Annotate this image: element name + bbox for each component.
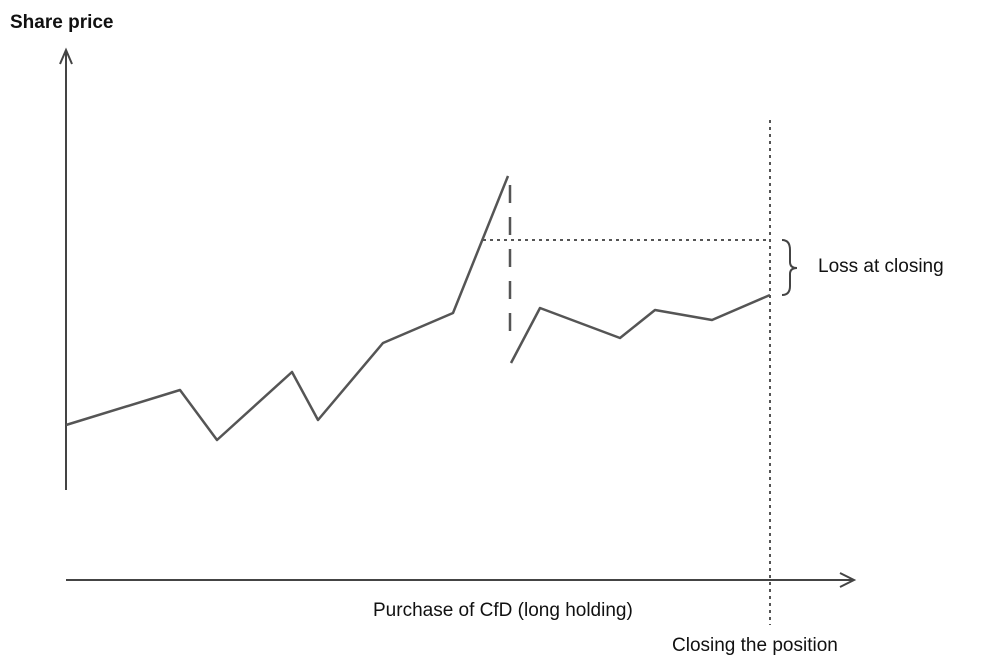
x-arrow [839,572,857,588]
price-before [65,175,510,442]
loss-label: Loss at closing [818,256,944,277]
price-after [509,293,771,364]
purchase-label: Purchase of CfD (long holding) [373,600,633,621]
loss-brace [781,239,798,296]
y-axis-label: Share price [10,12,114,33]
y-arrow [59,47,73,65]
closing-label: Closing the position [672,635,838,656]
